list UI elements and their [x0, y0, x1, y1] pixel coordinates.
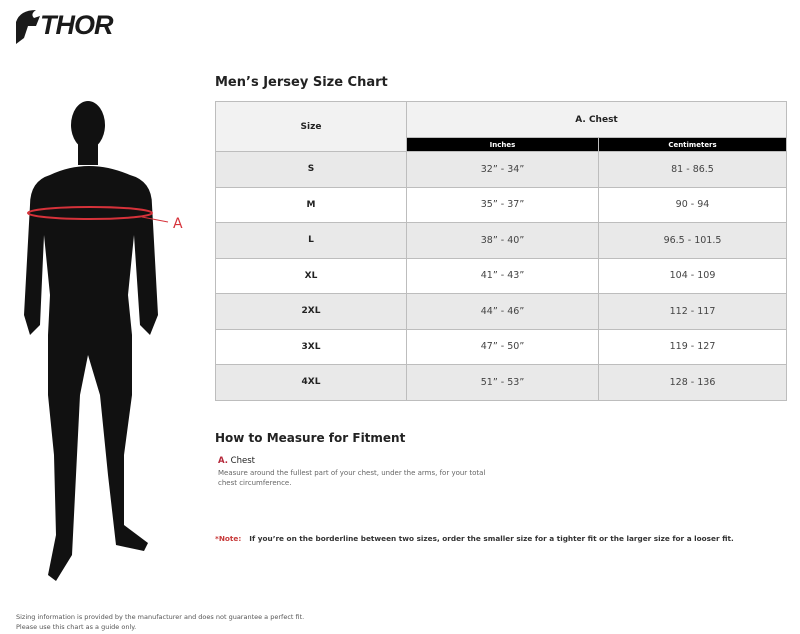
inches-cell: 41” - 43”: [406, 257, 599, 294]
measure-letter: A.: [218, 456, 228, 466]
note-text: If you’re on the borderline between two …: [249, 534, 734, 543]
table-row: XL 41” - 43” 104 - 109: [215, 257, 787, 294]
size-header: Size: [215, 101, 407, 152]
inches-cell: 44” - 46”: [406, 293, 599, 330]
cm-cell: 96.5 - 101.5: [598, 222, 787, 259]
size-cell: M: [215, 186, 407, 223]
body-silhouette: A: [24, 101, 183, 581]
measure-description: Measure around the fullest part of your …: [218, 469, 486, 487]
note-label: *Note:: [215, 534, 242, 543]
measure-title: How to Measure for Fitment: [215, 431, 406, 445]
inches-cell: 35” - 37”: [406, 186, 599, 223]
size-cell: 3XL: [215, 328, 407, 365]
chest-header: A. Chest: [406, 101, 787, 138]
size-cell: L: [215, 222, 407, 259]
inches-cell: 38” - 40”: [406, 222, 599, 259]
cm-cell: 112 - 117: [598, 293, 787, 330]
size-cell: S: [215, 151, 407, 188]
inches-cell: 47” - 50”: [406, 328, 599, 365]
brand-logo-text: THOR: [40, 10, 113, 40]
measure-marker-a: A: [173, 216, 183, 232]
cm-cell: 119 - 127: [598, 328, 787, 365]
cm-cell: 128 - 136: [598, 364, 787, 401]
inches-cell: 51” - 53”: [406, 364, 599, 401]
table-row: 4XL 51” - 53” 128 - 136: [215, 364, 787, 401]
size-cell: 4XL: [215, 364, 407, 401]
centimeters-header: Centimeters: [598, 137, 787, 152]
table-row: 3XL 47” - 50” 119 - 127: [215, 328, 787, 365]
table-row: 2XL 44” - 46” 112 - 117: [215, 293, 787, 330]
size-cell: 2XL: [215, 293, 407, 330]
size-table: Size A. Chest Inches Centimeters S 32” - …: [215, 101, 787, 401]
table-row: M 35” - 37” 90 - 94: [215, 186, 787, 223]
fit-note: *Note: If you’re on the borderline betwee…: [215, 534, 734, 543]
footer-line-2: Please use this chart as a guide only.: [16, 623, 137, 631]
cm-cell: 81 - 86.5: [598, 151, 787, 188]
cm-cell: 90 - 94: [598, 186, 787, 223]
measure-label: A. Chest: [218, 456, 255, 466]
cm-cell: 104 - 109: [598, 257, 787, 294]
footer-disclaimer: Sizing information is provided by the ma…: [16, 612, 304, 632]
chart-title: Men’s Jersey Size Chart: [215, 75, 388, 90]
footer-line-1: Sizing information is provided by the ma…: [16, 613, 305, 621]
table-row: L 38” - 40” 96.5 - 101.5: [215, 222, 787, 259]
thor-helmet-logo-icon: [16, 10, 40, 44]
size-cell: XL: [215, 257, 407, 294]
inches-cell: 32” - 34”: [406, 151, 599, 188]
table-row: S 32” - 34” 81 - 86.5: [215, 151, 787, 188]
inches-header: Inches: [406, 137, 599, 152]
measure-name: Chest: [230, 456, 255, 466]
